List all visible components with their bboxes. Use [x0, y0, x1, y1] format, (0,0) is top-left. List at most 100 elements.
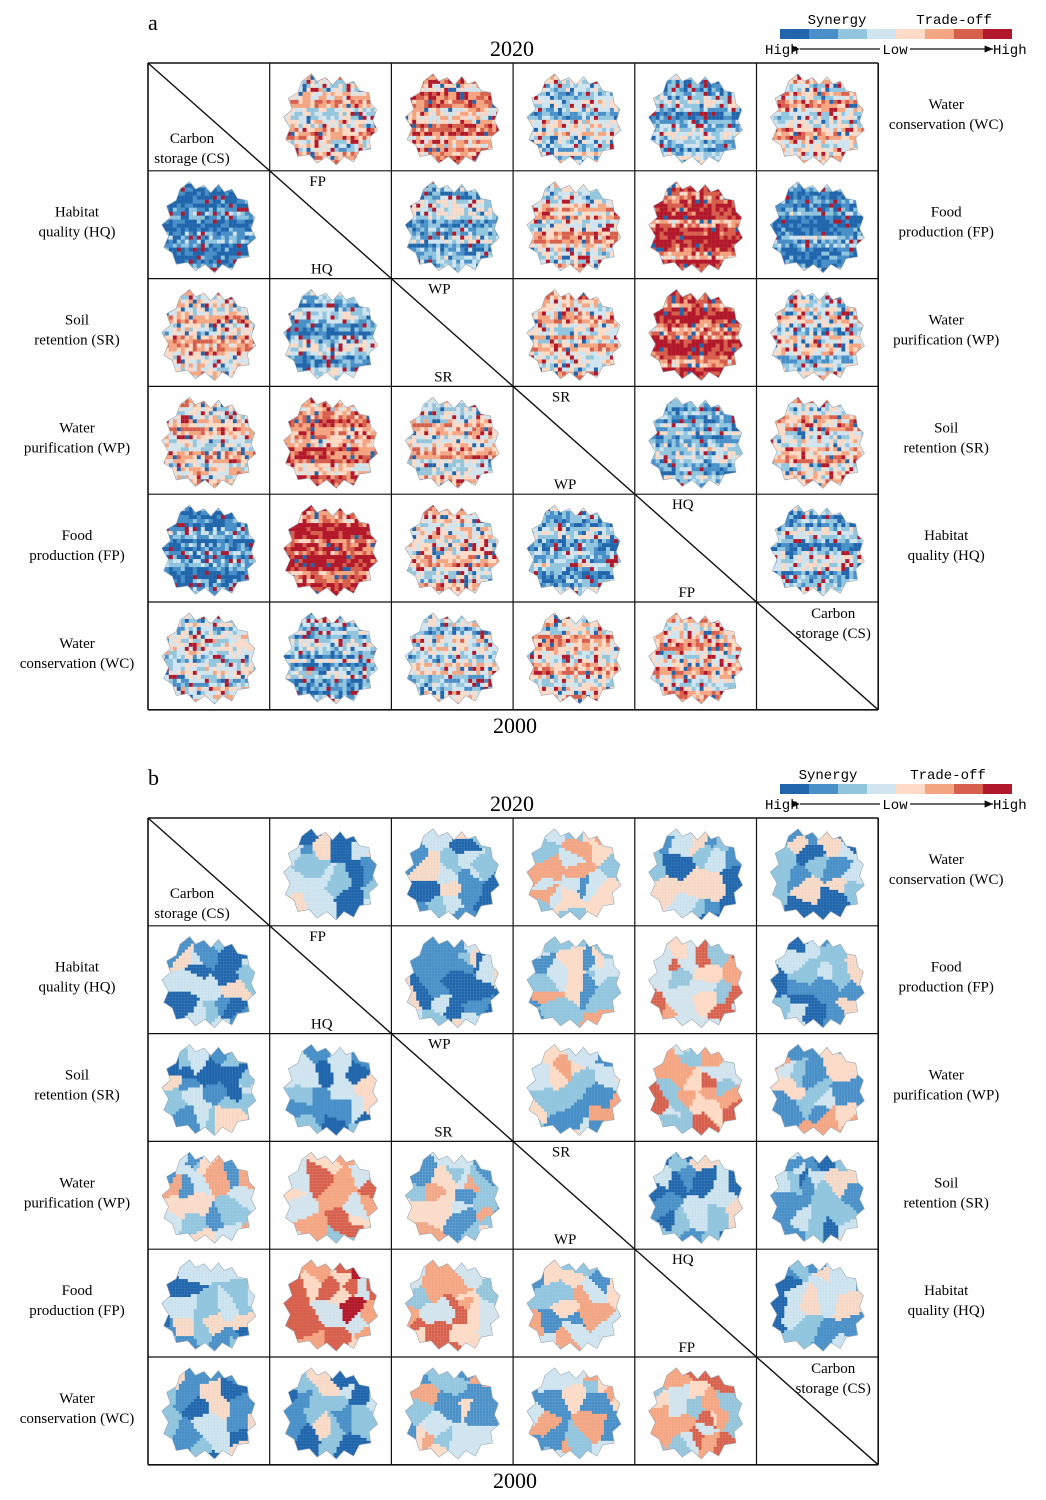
service-pair-map [161, 936, 257, 1029]
diagonal-line [147, 62, 879, 711]
legend-swatch [867, 784, 896, 794]
service-pair-map [283, 504, 378, 597]
service-pair-map [648, 1043, 744, 1136]
bottom-year: 2000 [493, 713, 537, 738]
service-pair-map [769, 1151, 865, 1244]
service-pair-map [283, 828, 378, 921]
legend-swatch [925, 29, 954, 39]
row-label-left: Habitat quality (HQ) [38, 205, 115, 241]
service-pair-map [769, 181, 865, 274]
service-pair-map [404, 73, 500, 166]
diagonal-label-lower: FP [678, 1340, 695, 1356]
row-label-left: Water conservation (WC) [20, 636, 135, 672]
legend-high-left: High [765, 43, 799, 59]
row-label-right: Food production (FP) [898, 960, 993, 996]
corner-label-carbon-storage: Carbon storage (CS) [154, 886, 229, 922]
row-label-right: Food production (FP) [898, 205, 993, 241]
corner-label-carbon-storage: Carbon storage (CS) [795, 606, 870, 642]
legend-color-bar [780, 29, 1012, 39]
diagonal-label-upper: SR [552, 1144, 570, 1160]
service-pair-map [283, 612, 378, 705]
service-pair-map [648, 1151, 744, 1244]
row-label-left: Water conservation (WC) [20, 1391, 135, 1427]
row-label-right: Water conservation (WC) [889, 852, 1004, 888]
legend-high-right: High [993, 43, 1027, 59]
service-pair-map [161, 504, 257, 597]
legend-synergy-label: Synergy [808, 13, 867, 29]
legend-tradeoff-label: Trade-off [916, 13, 992, 29]
legend-swatch [896, 29, 925, 39]
matrix-grid: Carbon storage (CS) Carbon storage (CS) FP WP… [20, 62, 1003, 711]
service-pair-map [526, 1043, 622, 1136]
service-pair-map [526, 612, 622, 705]
service-pair-map [161, 288, 257, 381]
diagonal-label-upper: WP [428, 282, 451, 298]
service-pair-map [283, 1259, 378, 1352]
legend-low: Low [882, 43, 908, 59]
service-pair-map [526, 1259, 622, 1352]
service-pair-map [769, 73, 865, 166]
service-pair-map [161, 396, 257, 489]
corner-label-carbon-storage: Carbon storage (CS) [154, 131, 229, 167]
legend-synergy-label: Synergy [799, 768, 858, 784]
diagonal-label-lower: WP [554, 477, 577, 493]
diagonal-label-upper: FP [309, 929, 326, 945]
service-pair-map [161, 1259, 257, 1352]
service-pair-map [283, 288, 378, 381]
corner-label-carbon-storage: Carbon storage (CS) [795, 1361, 870, 1397]
service-pair-map [404, 1151, 500, 1244]
service-pair-map [769, 504, 865, 597]
service-pair-map [404, 828, 500, 921]
row-label-right: Water purification (WP) [893, 313, 999, 349]
panel-a: a Synergy Trade-off High Low High 2020 2… [20, 10, 1027, 738]
panel-b: b Synergy Trade-off High Low High 2020 2… [20, 765, 1027, 1493]
legend-high-right: High [993, 798, 1027, 814]
legend-swatch [954, 29, 983, 39]
legend-swatch [838, 29, 867, 39]
row-label-left: Food production (FP) [29, 528, 124, 564]
diagonal-label-upper: FP [309, 174, 326, 190]
legend-swatch [867, 29, 896, 39]
row-label-left: Soil retention (SR) [34, 1068, 119, 1104]
legend: Synergy Trade-off High Low High [765, 13, 1027, 59]
service-pair-map [769, 396, 865, 489]
bottom-year: 2000 [493, 1468, 537, 1493]
service-pair-map [404, 612, 500, 705]
service-pair-map [769, 1043, 865, 1136]
service-pair-map [526, 73, 622, 166]
service-pair-map [769, 1259, 865, 1352]
legend-low: Low [882, 798, 908, 814]
legend-swatch [983, 29, 1012, 39]
row-label-right: Habitat quality (HQ) [908, 528, 985, 564]
service-pair-map [161, 1367, 257, 1460]
service-pair-map [404, 504, 500, 597]
legend-tradeoff-label: Trade-off [910, 768, 986, 784]
diagonal-label-upper: WP [428, 1037, 451, 1053]
service-pair-map [404, 1367, 500, 1460]
service-pair-map [648, 396, 744, 489]
service-pair-map [283, 1043, 378, 1136]
service-pair-map [526, 936, 622, 1029]
service-pair-map [404, 936, 500, 1029]
matrix-grid: Carbon storage (CS) Carbon storage (CS) FP WP… [20, 817, 1004, 1466]
row-label-right: Soil retention (SR) [903, 1175, 988, 1211]
service-pair-map [648, 73, 744, 166]
legend-high-left: High [765, 798, 799, 814]
service-pair-map [526, 1367, 622, 1460]
service-pair-map [648, 1367, 744, 1460]
row-label-right: Habitat quality (HQ) [908, 1283, 985, 1319]
service-pair-map [769, 828, 865, 921]
legend-swatch [983, 784, 1012, 794]
service-pair-map [648, 828, 744, 921]
legend-swatch [896, 784, 925, 794]
service-pair-map [526, 181, 622, 274]
diagonal-label-lower: SR [434, 1124, 452, 1140]
row-label-left: Soil retention (SR) [34, 313, 119, 349]
diagonal-label-lower: HQ [311, 262, 333, 278]
legend-color-bar [780, 784, 1012, 794]
row-label-right: Soil retention (SR) [903, 420, 988, 456]
diagonal-label-upper: HQ [672, 497, 694, 513]
service-pair-map [648, 288, 744, 381]
service-pair-map [161, 1151, 257, 1244]
